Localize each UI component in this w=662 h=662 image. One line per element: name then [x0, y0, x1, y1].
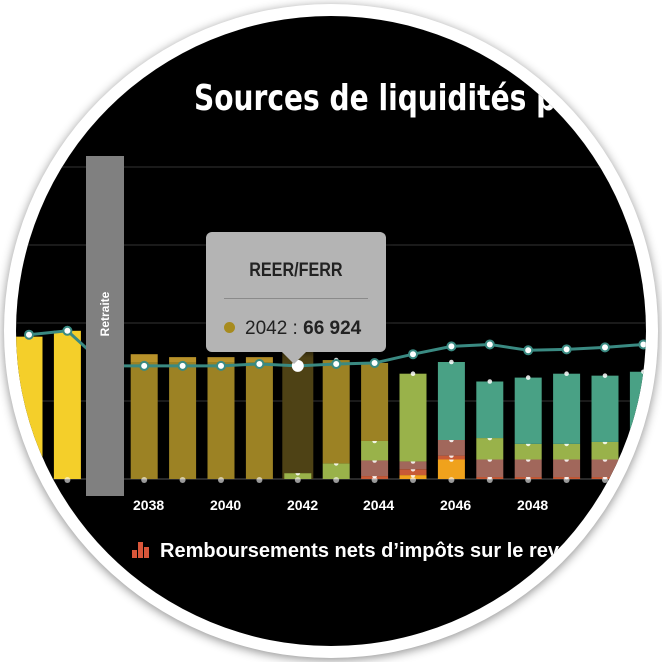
segment-marker: [602, 373, 608, 378]
tooltip-series: REER/FERR: [249, 260, 343, 281]
base-marker: [26, 477, 32, 483]
segment-marker: [525, 375, 531, 380]
bar-rent-2047: [476, 459, 504, 478]
segment-marker: [641, 369, 646, 375]
bar-reer_top-2039: [169, 357, 197, 362]
bar-cell-2049: [553, 443, 581, 460]
bar-tfsa-2046: [437, 362, 465, 440]
bar-cell-2047: [476, 438, 504, 460]
bar-reer_top-2040: [207, 357, 235, 362]
bar-tfsa-2048: [514, 377, 542, 444]
segment-marker: [410, 371, 416, 377]
base-marker: [256, 477, 263, 483]
chart-title: Sources de liquidités proje: [194, 78, 619, 119]
bar-reer-2044: [361, 362, 389, 441]
bar-rent-2050: [591, 459, 619, 478]
tooltip-value: 66 924: [303, 318, 362, 339]
bar-rent-2049: [553, 459, 581, 478]
tooltip-row: 2042 : 66 924: [224, 318, 361, 340]
segment-marker: [564, 371, 569, 377]
bar-rent-2044: [361, 460, 389, 477]
tick-label: 2042: [287, 497, 318, 513]
base-marker: [333, 477, 340, 483]
bar-cell-2048: [514, 443, 542, 460]
tick-label: 2038: [133, 497, 164, 513]
bar-tax-2051: [629, 477, 646, 479]
line-point: [216, 360, 226, 371]
base-marker: [294, 477, 301, 483]
bar-tfsa-2047: [476, 381, 504, 439]
bar-cell-2051: [629, 441, 646, 460]
segment-marker: [487, 379, 493, 384]
bar-rent-2051: [629, 459, 646, 478]
line-point: [369, 357, 380, 368]
bar-rent-2046: [437, 440, 465, 456]
line-point: [177, 360, 188, 371]
line-point: [331, 358, 342, 369]
bar-tfsa-2050: [591, 375, 619, 442]
bar-reer_top-2038: [130, 354, 158, 362]
base-marker: [410, 477, 416, 483]
base-marker: [640, 477, 646, 483]
magnifier-lens: 6 2038 2040 2042 2044 2046 2048 Retraite Sourc…: [16, 16, 646, 646]
bar-reer-2038: [130, 362, 158, 479]
legend-label: Remboursements nets d’impôts sur le reve…: [160, 540, 595, 562]
base-marker: [602, 477, 608, 483]
bar-cell-2050: [591, 441, 619, 460]
tick-label: 2046: [440, 497, 471, 513]
retirement-label: Retraite: [98, 291, 112, 337]
tick-label: 2044: [363, 497, 394, 513]
line-point: [254, 358, 265, 369]
tooltip-divider: [224, 298, 368, 299]
base-marker: [64, 477, 71, 483]
tooltip-dot-icon: [224, 322, 235, 333]
bar-cell-2044: [361, 440, 389, 461]
line-point: [523, 345, 534, 356]
line-point: [24, 329, 34, 340]
line-point: [600, 342, 610, 353]
legend-item[interactable]: Remboursements nets d’impôts sur le reve…: [132, 540, 595, 563]
bar-cell-2045: [399, 373, 427, 462]
bar-reer-2043: [322, 360, 350, 464]
bar-chart-icon: [132, 542, 150, 558]
base-marker: [448, 477, 455, 483]
tooltip-year: 2042: [245, 318, 288, 339]
line-point: [638, 339, 646, 350]
tick-label: 2048: [517, 497, 548, 513]
line-point: [484, 339, 495, 350]
base-marker: [525, 477, 532, 483]
line-point: [408, 349, 418, 360]
base-marker: [179, 477, 186, 483]
retirement-marker: Retraite: [86, 156, 124, 496]
base-marker: [563, 477, 570, 483]
line-point: [561, 344, 572, 355]
segment-marker: [449, 359, 454, 365]
bar-rent-2048: [514, 459, 542, 478]
line-point: [139, 360, 150, 371]
bar-orange-2046: [437, 459, 465, 479]
tooltip-separator: :: [287, 318, 304, 339]
bar-tfsa-2051: [629, 371, 646, 442]
base-marker: [486, 477, 493, 483]
bar-reer-2039: [169, 362, 197, 479]
x-axis-ticks: 6 2038 2040 2042 2044 2046 2048: [16, 497, 548, 513]
line-point: [446, 341, 457, 352]
base-marker: [371, 477, 378, 483]
bar-yellow-2035: [16, 336, 43, 479]
bar-rent-2045: [399, 461, 427, 470]
tick-label: 2040: [210, 497, 241, 513]
bar-yellow-2036: [53, 330, 81, 479]
bar-cell-2042: [284, 473, 312, 479]
tick-label: 6: [16, 497, 24, 513]
bar-tax-2045: [399, 469, 427, 476]
base-marker: [218, 477, 224, 483]
bar-cell-2043: [322, 463, 350, 479]
line-point: [62, 325, 73, 336]
bar-reer-2040: [207, 362, 235, 479]
base-marker: [141, 477, 148, 483]
bar-tfsa-2049: [553, 373, 581, 444]
bar-reer-2041: [245, 362, 273, 479]
tooltip: REER/FERR 2042 : 66 924: [206, 232, 386, 364]
